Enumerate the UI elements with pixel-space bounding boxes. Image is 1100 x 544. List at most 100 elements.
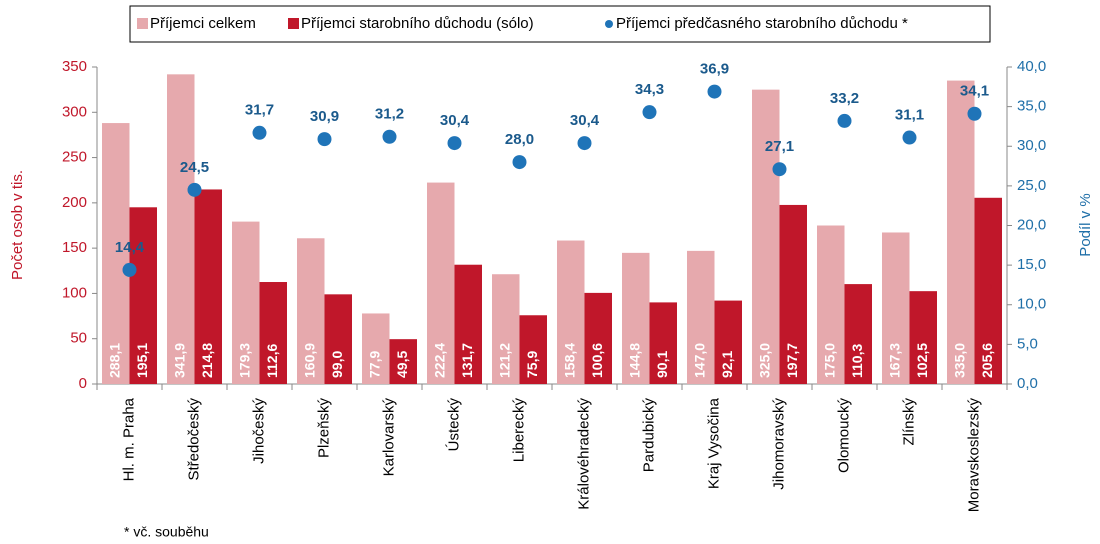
bar-value-label: 92,1: [719, 351, 735, 378]
point: [512, 155, 527, 170]
point-value-label: 34,1: [960, 83, 989, 100]
bar: [974, 197, 1002, 384]
bar: [752, 89, 780, 385]
x-tick-label: Karlovarský: [380, 398, 397, 477]
bar: [779, 204, 807, 384]
footnote: * vč. souběhu: [124, 524, 209, 540]
bar: [194, 189, 222, 384]
y-tick-label: 200: [62, 194, 87, 211]
x-tick-label: Liberecký: [510, 398, 527, 463]
bar: [492, 274, 520, 384]
bar: [259, 282, 287, 384]
x-tick-label: Zlínský: [900, 398, 917, 446]
point-value-label: 31,2: [375, 106, 404, 123]
bar: [454, 264, 482, 384]
bar-value-label: 99,0: [329, 351, 345, 378]
bar: [687, 250, 715, 384]
point: [902, 130, 917, 145]
bar: [909, 291, 937, 384]
x-tick-label: Pardubický: [640, 398, 657, 473]
point: [447, 136, 462, 151]
y-tick-label: 50: [70, 330, 87, 347]
point-value-label: 33,2: [830, 90, 859, 107]
point: [382, 129, 397, 144]
legend-swatch: [137, 18, 148, 29]
x-tick-label: Moravskoslezský: [965, 398, 982, 513]
bar-value-label: 288,1: [106, 343, 122, 378]
bar: [427, 182, 455, 384]
bar: [519, 315, 547, 384]
y-tick-label: 0: [79, 375, 87, 392]
y2-tick-label: 10,0: [1017, 296, 1046, 313]
y2-tick-label: 5,0: [1017, 335, 1038, 352]
x-tick-label: Kraj Vysočina: [705, 397, 722, 489]
point: [252, 125, 267, 140]
bar-value-label: 179,3: [236, 343, 252, 378]
bar: [389, 339, 417, 384]
bar: [817, 225, 845, 384]
y-tick-label: 100: [62, 284, 87, 301]
x-tick-label: Jihočeský: [250, 398, 267, 464]
bar: [297, 238, 325, 384]
x-tick-label: Jihomoravský: [770, 398, 787, 490]
bar-value-label: 131,7: [459, 343, 475, 378]
bar: [324, 294, 352, 384]
point: [707, 84, 722, 99]
bar-value-label: 110,3: [849, 344, 865, 378]
legend-label: Příjemci celkem: [150, 15, 256, 32]
x-tick-label: Hl. m. Praha: [120, 397, 137, 481]
y-tick-label: 300: [62, 103, 87, 120]
bar-value-label: 222,4: [431, 343, 447, 378]
bar: [362, 313, 390, 384]
point: [772, 162, 787, 177]
point-value-label: 31,7: [245, 102, 274, 119]
y2-tick-label: 30,0: [1017, 137, 1046, 154]
bar-value-label: 147,0: [691, 343, 707, 378]
bar-value-label: 100,6: [589, 343, 605, 378]
y2-tick-label: 15,0: [1017, 256, 1046, 273]
point-value-label: 31,1: [895, 107, 924, 124]
point-value-label: 30,9: [310, 108, 339, 125]
bar-value-label: 341,9: [171, 343, 187, 378]
point: [122, 262, 137, 277]
y2-tick-label: 25,0: [1017, 177, 1046, 194]
bar-value-label: 214,8: [199, 343, 215, 378]
legend-box: [129, 5, 991, 43]
x-tick-label: Středočeský: [185, 398, 202, 481]
y-axis-title: Počet osob v tis.: [9, 170, 26, 280]
y2-tick-label: 0,0: [1017, 375, 1038, 392]
legend-label: Příjemci předčasného starobního důchodu …: [616, 15, 908, 32]
point-value-label: 30,4: [440, 112, 470, 129]
bar: [882, 232, 910, 384]
bar-value-label: 195,1: [134, 343, 150, 378]
bar-value-label: 175,0: [821, 343, 837, 378]
point-value-label: 28,0: [505, 131, 534, 148]
y2-axis-title: Podíl v %: [1077, 193, 1094, 256]
bar-value-label: 49,5: [394, 351, 410, 378]
bar-value-label: 90,1: [654, 351, 670, 378]
point-value-label: 24,5: [180, 159, 209, 176]
bar-value-label: 112,6: [264, 344, 280, 378]
y-tick-label: 150: [62, 239, 87, 256]
bar: [557, 240, 585, 384]
bar-value-label: 158,4: [561, 343, 577, 378]
bar: [102, 123, 130, 384]
bar-value-label: 325,0: [756, 343, 772, 378]
x-tick-label: Plzeňský: [315, 398, 332, 459]
y2-tick-label: 20,0: [1017, 216, 1046, 233]
y2-tick-label: 35,0: [1017, 98, 1046, 115]
bar-value-label: 335,0: [951, 343, 967, 378]
point: [317, 132, 332, 147]
bar: [622, 252, 650, 384]
y-tick-label: 250: [62, 149, 87, 166]
bar-value-label: 197,7: [784, 343, 800, 378]
point-value-label: 34,3: [635, 81, 664, 98]
bar-value-label: 121,2: [496, 343, 512, 378]
bar: [129, 207, 157, 384]
point-value-label: 14,4: [115, 239, 145, 256]
point: [187, 182, 202, 197]
point: [642, 105, 657, 120]
point-value-label: 27,1: [765, 138, 794, 155]
legend-swatch: [288, 18, 299, 29]
